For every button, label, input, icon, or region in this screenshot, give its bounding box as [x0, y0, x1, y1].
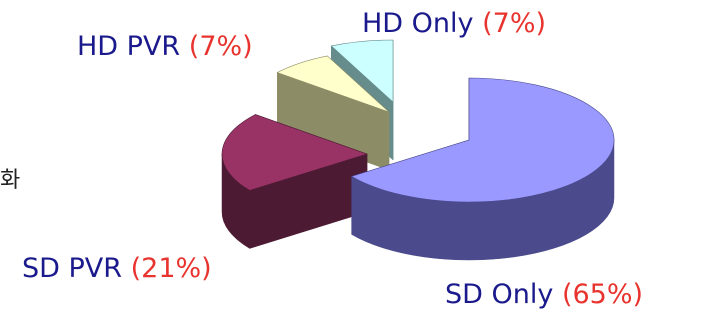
hd-only-slice	[330, 39, 394, 103]
label-sd-pvr: SD PVR (21%)	[22, 255, 212, 282]
sd-only-slice	[350, 77, 615, 203]
label-sd-pvr-value: (21%)	[130, 253, 212, 284]
cut-off-text: 화	[0, 168, 21, 193]
label-sd-pvr-name: SD PVR	[22, 253, 123, 284]
hd-pvr-slice	[276, 55, 390, 113]
label-hd-only-name: HD Only	[362, 8, 474, 39]
sd-pvr-slice	[221, 114, 368, 191]
label-hd-pvr-name: HD PVR	[77, 31, 181, 62]
label-hd-pvr: HD PVR (7%)	[77, 33, 253, 60]
label-sd-only-name: SD Only	[445, 279, 554, 310]
label-sd-only-value: (65%)	[561, 279, 644, 310]
label-hd-only: HD Only (7%)	[362, 10, 546, 37]
label-hd-only-value: (7%)	[482, 8, 547, 39]
label-sd-only: SD Only (65%)	[445, 281, 643, 308]
label-hd-pvr-value: (7%)	[188, 31, 253, 62]
